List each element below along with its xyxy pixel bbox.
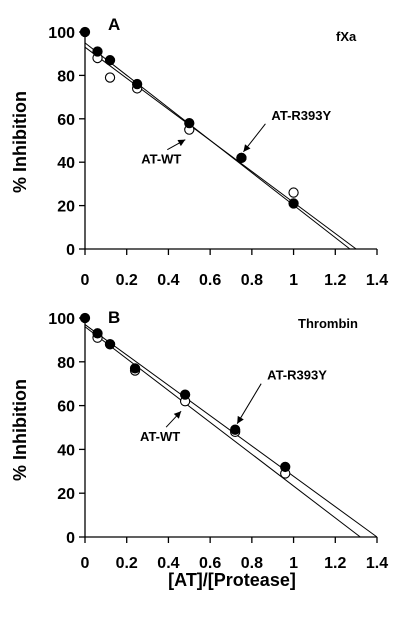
panel-b-fit-line-at-wt: [84, 326, 361, 538]
panel-b-y-tick-label: 40: [57, 442, 75, 459]
panel-a-annotation-label: AT-WT: [141, 152, 181, 167]
panel-b-point-at-r393y: [179, 389, 191, 400]
panel-b-y-tick-label: 100: [48, 311, 75, 328]
panel-a-x-tick-label: 0.4: [157, 272, 179, 289]
panel-a-annotation-arrow-head: [243, 144, 251, 152]
panel-b-x-tick-label: 0.2: [116, 555, 138, 572]
panel-b-x-tick-label: 1.4: [366, 555, 388, 572]
panel-a-y-tick-label: 60: [57, 112, 75, 129]
panel-a-y-tick-label: 80: [57, 68, 75, 85]
panel-a-name: fXa: [336, 29, 357, 44]
panel-b-point-at-r393y: [230, 424, 241, 435]
panel-b-y-tick-label: 0: [66, 530, 75, 547]
panel-b-x-tick-label: 1.2: [324, 555, 346, 572]
panel-a-point-at-r393y: [92, 46, 103, 57]
panel-b-point-at-r393y: [280, 461, 291, 473]
panel-b: B Thrombin % Inhibition 0 0.2 0.4 0.6 0.8 1 1.…: [10, 308, 388, 572]
x-axis-title: [AT]/[Protease]: [168, 570, 296, 590]
panel-b-letter: B: [108, 308, 120, 327]
panel-b-y-tick-label: 80: [57, 355, 75, 372]
panel-b-x-tick-label: 1: [289, 555, 298, 572]
panel-b-x-tick-label: 0.4: [157, 555, 179, 572]
panel-a-x-tick-label: 1: [289, 272, 298, 289]
panel-b-point-at-r393y: [104, 339, 116, 350]
panel-b-y-axis-title: % Inhibition: [10, 379, 30, 481]
panel-b-x-tick-label: 0.8: [241, 555, 263, 572]
panel-a-annotation-label: AT-R393Y: [271, 108, 331, 123]
panel-a-point-at-r393y: [236, 152, 247, 164]
panel-a-x-tick-label: 0: [81, 272, 90, 289]
panel-a-x-tick-label: 0.8: [241, 272, 263, 289]
panel-a-plot-area: 0 0.2 0.4 0.6 0.8 1 1.2 1.4 0 20 40 60 80 100 AT-WT AT-…: [48, 25, 388, 289]
panel-b-annotation-arrow-head: [237, 415, 244, 424]
panel-b-point-at-r393y: [92, 328, 103, 339]
panel-a-x-tick-label: 0.2: [116, 272, 138, 289]
panel-a-y-axis-title: % Inhibition: [10, 91, 30, 193]
panel-a-point-at-wt: [288, 187, 299, 198]
panel-a-letter: A: [108, 15, 120, 34]
panel-a-point-at-r393y: [104, 55, 116, 66]
panel-b-plot-area: 0 0.2 0.4 0.6 0.8 1 1.2 1.4 0 20 40 60 80 100 AT-WT AT-…: [48, 311, 388, 572]
panel-b-annotation-label: AT-WT: [140, 429, 180, 444]
panel-a-point-at-r393y: [131, 78, 143, 90]
panel-b-x-tick-label: 0: [81, 555, 90, 572]
panel-a-y-tick-label: 40: [57, 155, 75, 172]
panel-b-point-at-r393y: [129, 363, 141, 374]
panel-a-y-tick-label: 100: [48, 25, 75, 42]
panel-b-annotation-arrow-head: [173, 411, 182, 419]
panel-b-x-tick-label: 0.6: [199, 555, 221, 572]
panel-b-y-tick-label: 60: [57, 399, 75, 416]
panel-a: A fXa % Inhibition 0 0.2 0.4 0.6 0.8 1 1.2 1.40…: [10, 15, 388, 289]
panel-a-y-tick-label: 0: [66, 242, 75, 259]
panel-a-x-tick-label: 0.6: [199, 272, 221, 289]
panel-a-point-at-r393y: [184, 117, 195, 129]
panel-b-name: Thrombin: [298, 316, 358, 331]
panel-a-x-tick-label: 1.4: [366, 272, 388, 289]
panel-a-point-at-r393y: [79, 26, 91, 38]
panel-a-point-at-wt: [104, 72, 116, 83]
panel-b-y-tick-label: 20: [57, 486, 75, 503]
panel-a-point-at-r393y: [288, 198, 299, 209]
panel-b-point-at-r393y: [79, 312, 91, 324]
panel-a-x-tick-label: 1.2: [324, 272, 346, 289]
panel-a-fit-line-at-r393y: [84, 42, 351, 250]
panel-a-y-tick-label: 20: [57, 199, 75, 216]
panel-b-annotation-arrow: [236, 383, 262, 424]
panel-a-annotation-arrow-head: [177, 139, 186, 147]
panel-b-annotation-label: AT-R393Y: [267, 368, 327, 383]
